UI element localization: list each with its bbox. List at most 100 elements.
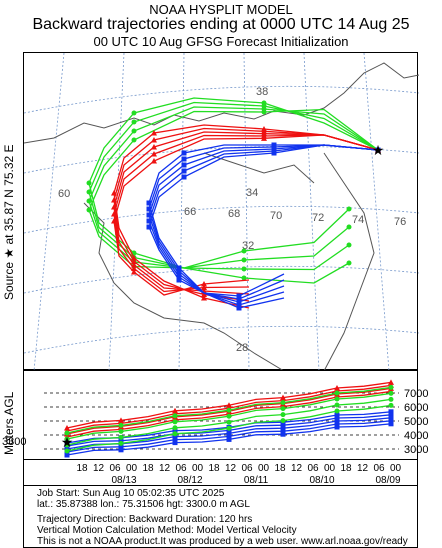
title-model: NOAA HYSPLIT MODEL	[149, 2, 293, 17]
green-trajectory-marker	[131, 110, 137, 116]
hour-tick-label: 18	[142, 463, 154, 474]
profile-trajectory-marker	[334, 385, 340, 391]
lon-label-60: 60	[58, 188, 70, 200]
blue-trajectory-marker	[176, 268, 182, 274]
profile-trajectory-marker	[226, 425, 232, 431]
lon-label-66: 66	[184, 206, 196, 218]
trajectory-lines	[86, 97, 381, 311]
lon-label-70: 70	[270, 210, 282, 222]
red-trajectory-marker	[201, 291, 207, 297]
profile-trajectory-marker	[280, 428, 286, 434]
green-trajectory-marker	[346, 260, 352, 266]
profile-trajectory-marker	[64, 442, 70, 448]
profile-trajectory-marker	[334, 396, 340, 402]
profile-trajectory-marker	[64, 425, 70, 431]
profile-trajectory-marker	[334, 421, 340, 427]
profile-trajectory-marker	[172, 431, 178, 437]
red-trajectory-marker	[151, 130, 157, 136]
profile-trajectory-marker	[118, 447, 124, 453]
blue-trajectory	[148, 144, 379, 297]
hour-tick-label: 18	[274, 463, 286, 474]
info-direction: Trajectory Direction: Backward Duration:…	[37, 514, 253, 525]
lon-label-68: 68	[228, 208, 240, 220]
red-trajectory-marker	[261, 135, 267, 141]
red-trajectory-marker	[151, 137, 157, 143]
green-trajectory-marker	[346, 206, 352, 212]
profile-trajectory-marker	[64, 452, 70, 458]
date-tick-label: 08/10	[309, 475, 334, 486]
blue-trajectory-marker	[236, 299, 242, 305]
profile-trajectory-marker	[64, 436, 70, 442]
green-trajectory-marker	[86, 207, 92, 213]
lon-label-72: 72	[312, 212, 324, 224]
profile-trajectory-marker	[118, 417, 124, 423]
profile-trajectory-marker	[226, 436, 232, 442]
blue-trajectory-marker	[176, 277, 182, 283]
lon-label-74: 74	[352, 214, 364, 226]
profile-trajectory-marker	[280, 418, 286, 424]
start-height-label: 3300	[2, 436, 27, 448]
green-trajectory-marker	[131, 119, 137, 125]
green-trajectory-marker	[241, 266, 247, 272]
profile-source-star-icon: ★	[61, 434, 74, 450]
blue-trajectory	[148, 144, 379, 300]
height-tick: 4000	[404, 430, 429, 442]
hour-tick-label: 12	[291, 463, 303, 474]
green-trajectory-marker	[241, 257, 247, 263]
profile-trajectory-marker	[388, 390, 394, 396]
profile-trajectory-marker	[172, 437, 178, 443]
profile-trajectory-marker	[388, 409, 394, 415]
hour-tick-label: 00	[390, 463, 402, 474]
blue-trajectory-marker	[236, 296, 242, 302]
time-axis: 18 12 06 00 18 12 06 00 18 12 06 00 18 12 06 00 18 12 06 00…	[23, 460, 418, 486]
lat-label-28: 28	[236, 342, 248, 354]
blue-trajectory-marker	[176, 274, 182, 280]
profile-trajectory-marker	[280, 431, 286, 437]
blue-trajectory-marker	[236, 305, 242, 311]
info-job-start: Job Start: Sun Aug 10 05:02:35 UTC 2025	[37, 488, 225, 499]
blue-trajectory-marker	[181, 150, 187, 156]
hour-tick-label: 12	[159, 463, 171, 474]
hour-tick-label: 00	[324, 463, 336, 474]
blue-trajectory-marker	[176, 265, 182, 271]
hour-tick-label: 18	[208, 463, 220, 474]
info-disclaimer: This is not a NOAA product.It was produc…	[37, 536, 408, 547]
profile-trajectory-marker	[280, 394, 286, 401]
blue-trajectory-marker	[146, 212, 152, 218]
profile-trajectory-marker	[388, 421, 394, 427]
profile-trajectory-marker	[280, 400, 286, 406]
green-trajectory-marker	[346, 224, 352, 230]
profile-trajectory-marker	[172, 428, 178, 434]
hour-tick-label: 00	[258, 463, 270, 474]
profile-trajectory-marker	[226, 402, 232, 408]
red-trajectory-marker	[151, 151, 157, 157]
trajectory-map: 38 34 32 28 60 66 68 70 72 74 76 ★	[23, 52, 419, 371]
profile-trajectory-marker	[334, 418, 340, 424]
hour-tick-label: 00	[192, 463, 204, 474]
hour-tick-label: 18	[340, 463, 352, 474]
lat-lon-grid	[24, 53, 419, 371]
blue-trajectory-marker	[236, 293, 242, 299]
date-tick-label: 08/09	[375, 475, 400, 486]
blue-trajectory-marker	[236, 302, 242, 308]
red-trajectory	[113, 134, 379, 296]
red-trajectory-marker	[151, 158, 157, 164]
profile-trajectory-marker	[64, 430, 70, 436]
profile-trajectory-marker	[118, 422, 124, 428]
vertical-profile-panel: ★	[23, 370, 418, 460]
profile-trajectory-marker	[226, 407, 232, 413]
profile-trajectory-marker	[118, 438, 124, 444]
red-trajectory	[113, 124, 379, 309]
red-trajectory	[113, 127, 379, 302]
profile-trajectory-marker	[280, 412, 286, 418]
blue-trajectory-marker	[146, 206, 152, 212]
info-location: lat.: 35.87388 lon.: 75.31506 hgt: 3300.…	[37, 499, 250, 510]
profile-trajectory-marker	[280, 425, 286, 431]
title-main: Backward trajectories ending at 0000 UTC…	[32, 16, 410, 33]
green-trajectory-marker	[261, 109, 267, 115]
profile-trajectory-marker	[388, 418, 394, 424]
blue-trajectory-marker	[146, 200, 152, 206]
profile-trajectory-marker	[226, 430, 232, 436]
height-tick-labels: 7000 6000 5000 4000 3000	[404, 387, 442, 457]
hour-tick-label: 06	[175, 463, 187, 474]
